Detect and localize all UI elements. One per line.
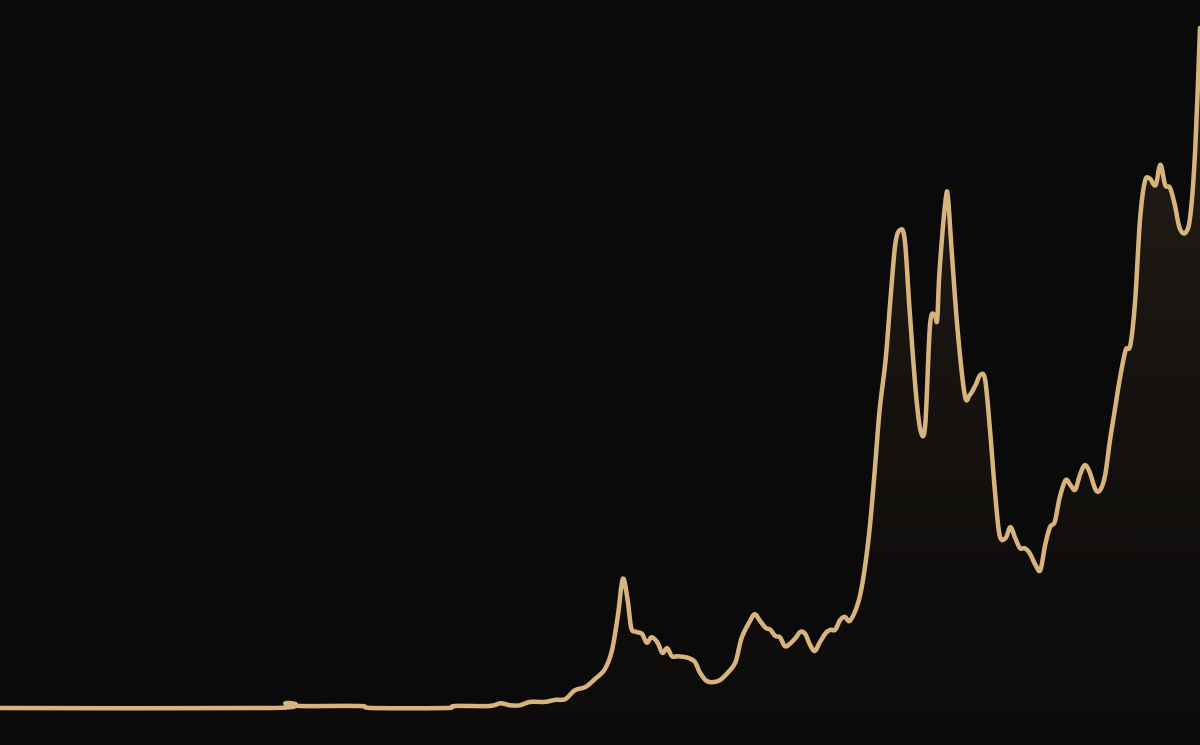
series-line [0,25,1200,711]
series-area-fill [0,28,1200,745]
